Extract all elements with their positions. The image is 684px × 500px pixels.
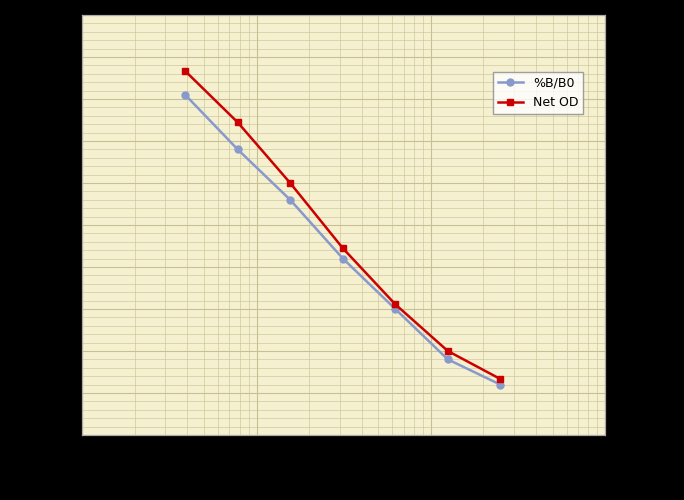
Y-axis label: Net OD: Net OD <box>648 200 663 250</box>
Line: Net OD: Net OD <box>182 68 504 382</box>
Y-axis label: %B/B0: %B/B0 <box>29 202 43 248</box>
Net OD <box>444 348 452 354</box>
Net OD <box>496 376 504 382</box>
%B/B0 <box>444 356 452 362</box>
%B/B0 <box>233 146 241 152</box>
Net OD <box>339 246 347 252</box>
%B/B0 <box>181 92 189 98</box>
Net OD <box>286 180 294 186</box>
Net OD <box>391 302 399 308</box>
Net OD <box>233 120 241 126</box>
%B/B0 <box>339 256 347 262</box>
Legend: %B/B0, Net OD: %B/B0, Net OD <box>493 72 583 114</box>
%B/B0 <box>391 306 399 312</box>
%B/B0 <box>286 197 294 203</box>
%B/B0 <box>496 382 504 388</box>
Net OD <box>181 68 189 74</box>
Line: %B/B0: %B/B0 <box>182 92 504 388</box>
X-axis label: PGFM Concentration (pg/mL): PGFM Concentration (pg/mL) <box>244 464 444 477</box>
